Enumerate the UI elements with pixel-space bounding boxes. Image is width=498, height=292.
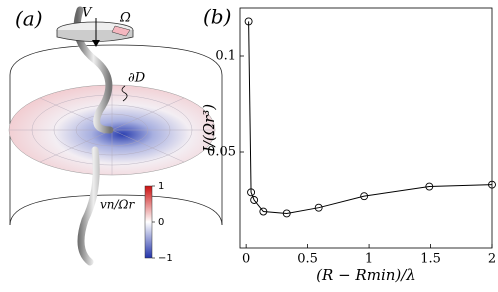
y-tick-label: 0.1 xyxy=(215,49,236,64)
data-point xyxy=(360,192,369,201)
chart: 0 0.5 1 1.5 2 0.05 0.1 (b) (R − Rmin)/λ I/(Ωr³) xyxy=(200,5,496,285)
velocity-label: V xyxy=(82,6,93,21)
rotation-label: Ω xyxy=(119,11,131,26)
data-point xyxy=(425,182,434,191)
data-line xyxy=(248,21,493,214)
data-point xyxy=(282,209,291,218)
cylinder-bottom xyxy=(9,194,223,226)
colorbar-tick-label: 1 xyxy=(158,181,164,192)
data-point xyxy=(314,203,323,212)
colorbar-label: vn/Ωr xyxy=(100,198,136,212)
data-point xyxy=(488,180,496,189)
data-point xyxy=(247,188,256,197)
panel-label: (a) xyxy=(15,7,43,31)
plot-frame xyxy=(239,7,493,249)
colorbar-tick-label: −1 xyxy=(158,253,173,264)
data-point xyxy=(250,196,259,204)
x-tick-label: 1 xyxy=(365,252,373,267)
x-tick-label: 0 xyxy=(242,252,250,267)
x-tick-label: 1.5 xyxy=(420,252,441,267)
x-tick-label: 2 xyxy=(488,252,496,267)
illustration: (a) V Ω ∂D vn/Ωr xyxy=(8,6,223,266)
cylinder xyxy=(9,44,223,225)
panel-label: (b) xyxy=(203,5,231,29)
data-point xyxy=(259,207,268,216)
surface-label: ∂D xyxy=(128,71,146,86)
y-axis-label: I/(Ωr³) xyxy=(200,104,218,153)
x-axis-label: (R − Rmin)/λ xyxy=(316,266,416,284)
y-tick-label: 0.05 xyxy=(207,145,236,160)
rotation-arrow xyxy=(111,25,131,37)
data-point xyxy=(244,17,253,26)
x-tick-label: 0.5 xyxy=(297,252,318,267)
arrow-head xyxy=(92,40,100,47)
pointer xyxy=(121,85,128,102)
colorbar xyxy=(144,185,153,259)
colorbar-tick-label: 0 xyxy=(158,217,164,228)
